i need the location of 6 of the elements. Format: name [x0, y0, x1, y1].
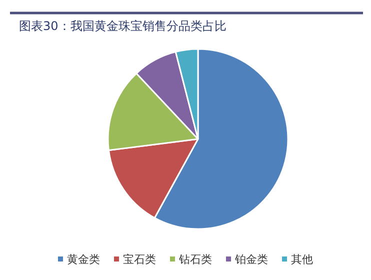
chart-title: 图表30：我国黄金珠宝销售分品类占比	[19, 19, 226, 33]
legend-label: 钻石类	[178, 253, 212, 266]
legend-label: 黄金类	[67, 253, 100, 266]
legend-label: 其他	[291, 253, 313, 266]
legend-label: 铂金类	[234, 253, 268, 266]
legend-label: 宝石类	[123, 253, 156, 266]
